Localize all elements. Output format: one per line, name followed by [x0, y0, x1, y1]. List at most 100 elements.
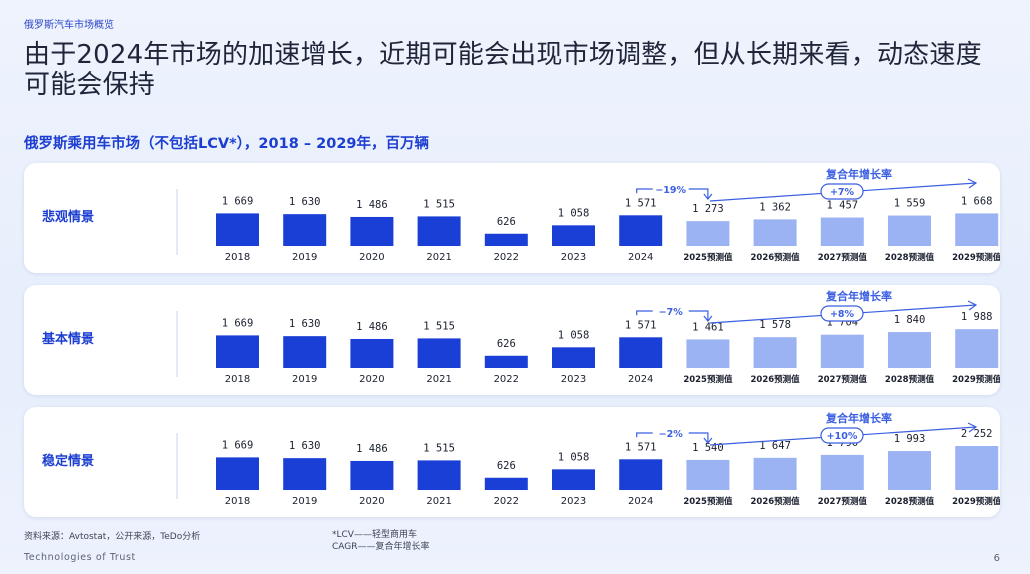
change-arrowhead: [703, 315, 713, 322]
change-bracket: [636, 310, 653, 316]
bar: [216, 457, 259, 490]
change-bracket: [636, 188, 653, 194]
category-label: 2018: [225, 496, 250, 507]
bar: [350, 216, 394, 246]
change-2025-label: −2%: [659, 429, 684, 440]
source-note: 资料来源：Avtostat，公开来源，TeDo分析: [24, 532, 201, 542]
category-label: 2025预测值: [683, 374, 733, 385]
category-label: 2020: [359, 496, 384, 507]
cagr-label: 复合年增长率: [825, 167, 892, 181]
bar: [955, 213, 999, 246]
scenario-panel-pessimistic: 悲观情景 1 669 2018 1 630 2019 1 486 2020 1 515 202…: [24, 163, 1000, 273]
bar: [216, 335, 259, 368]
cagr-arrowhead: [967, 300, 978, 311]
bar-value-label: 1 461: [692, 321, 724, 333]
category-label: 2029预测值: [952, 252, 1000, 263]
category-label: 2026预测值: [751, 374, 801, 385]
category-label: 2028预测值: [885, 496, 935, 507]
bar: [888, 215, 931, 246]
cagr-pill: [820, 183, 864, 200]
bar: [820, 217, 864, 246]
bar: [686, 459, 730, 490]
bar-value-label: 1 669: [222, 439, 254, 451]
cagr-pill: [820, 427, 864, 444]
cagr-label: 复合年增长率: [825, 411, 892, 425]
bar-value-label: 1 486: [356, 321, 388, 333]
bar-value-label: 1 578: [759, 319, 791, 331]
footnote-lcv: *LCV——轻型商用车: [332, 530, 417, 540]
category-label: 2025预测值: [683, 252, 733, 263]
category-label: 2023: [561, 496, 586, 507]
category-label: 2027预测值: [818, 496, 868, 507]
category-label: 2019: [292, 374, 317, 385]
bar: [686, 339, 730, 368]
category-label: 2028预测值: [885, 374, 935, 385]
category-label: 2027预测值: [818, 374, 868, 385]
bar-value-label: 1 993: [894, 433, 926, 445]
category-label: 2020: [359, 374, 384, 385]
change-bracket: [688, 188, 709, 199]
footnotes: *LCV——轻型商用车 CAGR——复合年增长率: [332, 529, 430, 553]
bar: [955, 329, 999, 368]
change-2025-label: −7%: [659, 307, 684, 318]
bar: [820, 334, 864, 368]
bar-value-label: 1 647: [759, 440, 791, 452]
bar-value-label: 1 630: [289, 196, 321, 208]
bar: [955, 446, 999, 490]
bar-value-label: 1 058: [558, 329, 590, 341]
bar: [350, 338, 394, 368]
category-label: 2023: [561, 374, 586, 385]
bar: [484, 233, 528, 246]
company-name: Technologies of Trust: [24, 552, 136, 563]
bar-value-label: 1 515: [423, 320, 455, 332]
bar-value-label: 1 273: [692, 203, 724, 215]
bar: [820, 454, 864, 490]
bar-value-label: 1 840: [894, 314, 926, 326]
bar: [484, 355, 528, 368]
category-label: 2021: [426, 374, 451, 385]
cagr-value: +8%: [830, 309, 855, 320]
bar-value-label: 1 457: [826, 200, 858, 212]
cagr-value: +10%: [827, 431, 858, 442]
bar-value-label: 1 669: [222, 195, 254, 207]
category-label: 2028预测值: [885, 252, 935, 263]
bar: [753, 219, 797, 246]
section-label: 俄罗斯汽车市场概览: [24, 20, 114, 31]
scenario-panel-stable: 稳定情景 1 669 2018 1 630 2019 1 486 2020 1 515 202…: [24, 407, 1000, 517]
bar-value-label: 1 571: [625, 319, 657, 331]
category-label: 2029预测值: [952, 496, 1000, 507]
bar-value-label: 626: [497, 460, 516, 472]
bar: [619, 215, 663, 246]
category-label: 2019: [292, 252, 317, 263]
bar-value-label: 1 630: [289, 318, 321, 330]
bar-value-label: 1 486: [356, 443, 388, 455]
bar: [417, 338, 461, 368]
page-title: 由于2024年市场的加速增长，近期可能会出现市场调整，但从长期来看，动态速度可能…: [24, 40, 982, 100]
bar: [888, 332, 931, 368]
category-label: 2022: [494, 496, 519, 507]
bar-value-label: 2 252: [961, 428, 993, 440]
category-label: 2024: [628, 496, 653, 507]
footnote-cagr: CAGR——复合年增长率: [332, 542, 430, 552]
scenario-chart-base: 1 669 2018 1 630 2019 1 486 2020 1 515 2021 626 2…: [176, 289, 1000, 385]
bar: [686, 221, 730, 246]
bar-value-label: 1 669: [222, 317, 254, 329]
bar: [417, 460, 461, 490]
chart-subtitle: 俄罗斯乘用车市场（不包括LCV*），2018 – 2029年，百万辆: [24, 136, 429, 152]
bar-value-label: 1 515: [423, 198, 455, 210]
bar-value-label: 1 988: [961, 311, 993, 323]
cagr-value: +7%: [830, 187, 855, 198]
bar-value-label: 626: [497, 216, 516, 228]
category-label: 2020: [359, 252, 384, 263]
change-bracket: [688, 310, 709, 321]
category-label: 2025预测值: [683, 496, 733, 507]
category-label: 2018: [225, 374, 250, 385]
cagr-label: 复合年增长率: [825, 289, 892, 303]
category-label: 2029预测值: [952, 374, 1000, 385]
category-label: 2026预测值: [751, 252, 801, 263]
bar-value-label: 1 559: [894, 198, 926, 210]
category-label: 2024: [628, 252, 653, 263]
bar-value-label: 1 515: [423, 442, 455, 454]
bar-value-label: 1 571: [625, 197, 657, 209]
category-label: 2019: [292, 496, 317, 507]
